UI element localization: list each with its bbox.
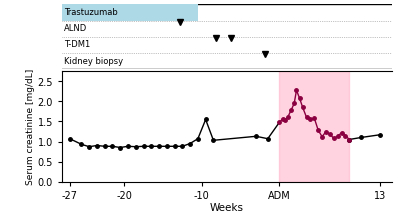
Text: T-DM1: T-DM1 [64, 40, 90, 50]
Bar [62, 4, 198, 21]
Y-axis label: Serum creatinine [mg/dL]: Serum creatinine [mg/dL] [26, 68, 35, 185]
X-axis label: Weeks: Weeks [210, 203, 244, 213]
Text: Trastuzumab: Trastuzumab [64, 8, 118, 17]
Bar [280, 72, 349, 182]
Text: Kidney biopsy: Kidney biopsy [64, 57, 124, 66]
Text: ALND: ALND [64, 24, 88, 33]
